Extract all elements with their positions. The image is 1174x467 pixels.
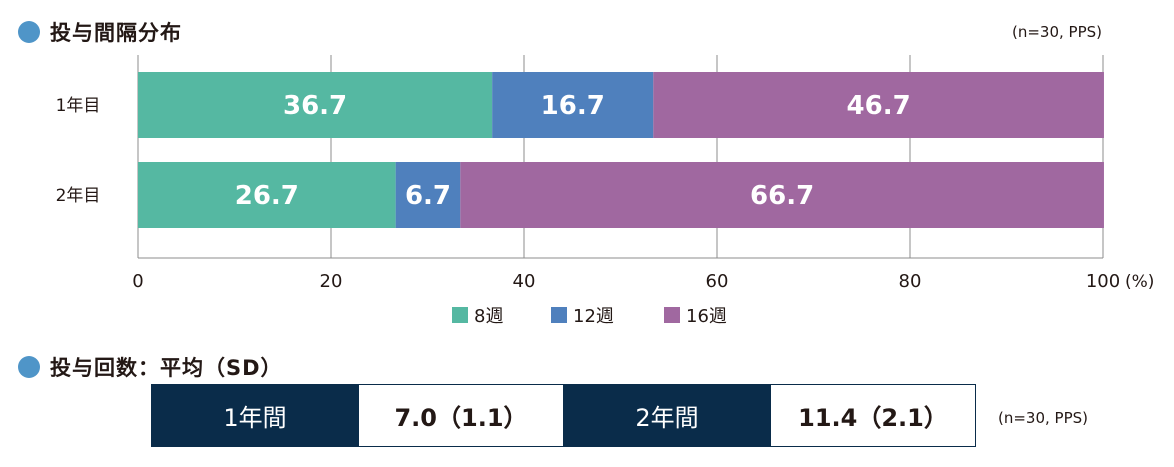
data-label: 46.7 (847, 91, 911, 121)
tick-label: 0 (132, 271, 143, 292)
dose-count-note: (n=30, PPS) (998, 409, 1089, 427)
legend-swatch (452, 307, 468, 323)
bar-segment (653, 72, 1104, 138)
period-label-1: 1年間 (152, 385, 358, 446)
distribution-title: 投与間隔分布 (50, 21, 182, 45)
data-label: 26.7 (235, 181, 299, 211)
tick-label: 100 (1086, 271, 1120, 292)
legend-swatch (551, 307, 567, 323)
tick-label: 20 (320, 271, 343, 292)
period-label-2: 2年間 (564, 385, 770, 446)
data-label: 66.7 (750, 181, 814, 211)
bullet-icon (18, 21, 40, 43)
bar-segment (460, 162, 1104, 228)
legend-label: 8週 (474, 306, 503, 327)
tick-label: 80 (899, 271, 922, 292)
legend-swatch (664, 307, 680, 323)
data-label: 36.7 (283, 91, 347, 121)
interval-distribution-chart: 36.7 16.7 46.7 1年目 26.7 6.7 66.7 2年目 0 20 40 60 80 10… (56, 55, 1154, 327)
bar-segment (395, 162, 461, 228)
period-value-1: 7.0（1.1） (358, 385, 564, 446)
distribution-heading: 投与間隔分布 (18, 17, 182, 47)
dose-count-heading: 投与回数：平均（SD） (18, 352, 283, 382)
period-value-2: 11.4（2.1） (770, 385, 975, 446)
bullet-icon (18, 356, 40, 378)
data-label: 16.7 (541, 91, 605, 121)
bar-segment (492, 72, 654, 138)
distribution-note: (n=30, PPS) (1012, 23, 1103, 41)
bar-segment (138, 162, 396, 228)
tick-label: 60 (706, 271, 729, 292)
category-label: 1年目 (56, 96, 101, 116)
x-unit-label: (%) (1125, 272, 1154, 292)
legend-label: 12週 (573, 306, 614, 327)
category-label: 2年目 (56, 186, 101, 206)
tick-label: 40 (513, 271, 536, 292)
data-label: 6.7 (405, 181, 451, 211)
bar-segment (138, 72, 493, 138)
legend-label: 16週 (686, 306, 727, 327)
dose-count-table: 1年間 7.0（1.1） 2年間 11.4（2.1） (151, 384, 976, 447)
dose-count-title: 投与回数：平均（SD） (50, 356, 283, 380)
